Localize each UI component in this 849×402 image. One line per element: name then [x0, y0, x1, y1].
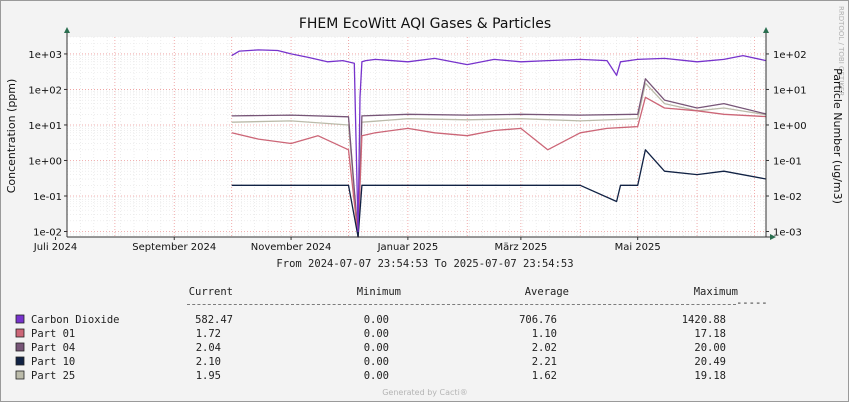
y2-axis-label: Particle Number (ug/m3) [831, 68, 844, 204]
y2-tick-label: 1e-03 [773, 227, 802, 238]
legend-value: 2.10 [196, 356, 221, 368]
legend-value: 582.47 [195, 314, 233, 326]
axes [64, 27, 776, 240]
legend-value: 17.18 [694, 328, 726, 340]
legend-value: 706.76 [519, 314, 557, 326]
footer-credit: Generated by Cacti® [382, 388, 468, 397]
y-axis-label: Concentration (ppm) [5, 79, 18, 194]
legend-header: Minimum [357, 286, 401, 298]
legend-swatch [15, 342, 25, 352]
y-tick-labels: 1e-02 1e-01 1e+00 1e+01 1e+02 1e+03 [28, 50, 67, 238]
legend-value: 19.18 [694, 370, 726, 382]
legend-series-name: Carbon Dioxide [31, 314, 120, 326]
legend-value: 1420.88 [682, 314, 726, 326]
watermark: RRDTOOL / TOBI OETIKER [837, 6, 845, 96]
series-lines [231, 49, 767, 238]
legend-value: 1.95 [196, 370, 221, 382]
legend-value: 0.00 [364, 356, 389, 368]
y2-tick-label: 1e+00 [773, 121, 807, 132]
legend-series-name: Part 01 [31, 328, 75, 340]
x-tick-labels: Juli 2024 September 2024 November 2024 Janu… [33, 237, 661, 253]
y2-tick-label: 1e+02 [773, 50, 807, 61]
y-tick-label: 1e-02 [33, 227, 62, 238]
legend-value: 1.62 [532, 370, 557, 382]
legend-value: 2.21 [532, 356, 557, 368]
legend-swatch [15, 356, 25, 366]
y-tick-label: 1e+02 [28, 85, 62, 96]
y2-axis-arrow-icon [763, 27, 769, 33]
y2-tick-label: 1e-01 [773, 156, 802, 167]
legend: CurrentMinimumAverageMaximum------------… [15, 286, 768, 382]
legend-value: 2.02 [532, 342, 557, 354]
y-tick-label: 1e+01 [28, 121, 62, 132]
legend-series-name: Part 04 [31, 342, 75, 354]
time-range: From 2024-07-07 23:54:53 To 2025-07-07 2… [276, 258, 573, 270]
y-tick-label: 1e+00 [28, 156, 62, 167]
x-tick-label: September 2024 [132, 242, 216, 253]
legend-value: 0.00 [364, 328, 389, 340]
x-tick-label: Juli 2024 [33, 242, 77, 253]
legend-header: Current [189, 286, 233, 298]
series-line-part-04 [231, 78, 767, 238]
legend-series-name: Part 25 [31, 370, 75, 382]
legend-header: Maximum [694, 286, 738, 298]
legend-swatch [15, 328, 25, 338]
legend-swatch [15, 370, 25, 380]
series-line-carbon-dioxide [231, 49, 767, 233]
x-tick-label: Januar 2025 [377, 242, 439, 253]
legend-value: 0.00 [364, 342, 389, 354]
series-line-part-01 [231, 96, 767, 238]
x-tick-label: Mai 2025 [615, 242, 661, 253]
legend-header: Average [525, 286, 569, 298]
grid [66, 36, 766, 238]
y2-tick-label: 1e+01 [773, 85, 807, 96]
y2-tick-labels: 1e-03 1e-02 1e-01 1e+00 1e+01 1e+02 [766, 50, 807, 238]
legend-swatch [15, 314, 25, 324]
legend-value: 20.00 [694, 342, 726, 354]
legend-value: 0.00 [364, 370, 389, 382]
legend-value: 20.49 [694, 356, 726, 368]
legend-value: 1.72 [196, 328, 221, 340]
y2-tick-label: 1e-02 [773, 192, 802, 203]
y-tick-label: 1e+03 [28, 50, 62, 61]
x-tick-label: März 2025 [494, 242, 547, 253]
x-tick-label: November 2024 [251, 242, 332, 253]
series-line-part-10 [231, 149, 767, 238]
x-axis-arrow-icon [770, 234, 776, 240]
chart-title: FHEM EcoWitt AQI Gases & Particles [299, 16, 551, 32]
legend-value: 1.10 [532, 328, 557, 340]
y-axis-arrow-icon [64, 27, 70, 33]
legend-value: 2.04 [196, 342, 221, 354]
legend-value: 0.00 [364, 314, 389, 326]
y-tick-label: 1e-01 [33, 192, 62, 203]
legend-series-name: Part 10 [31, 356, 75, 368]
